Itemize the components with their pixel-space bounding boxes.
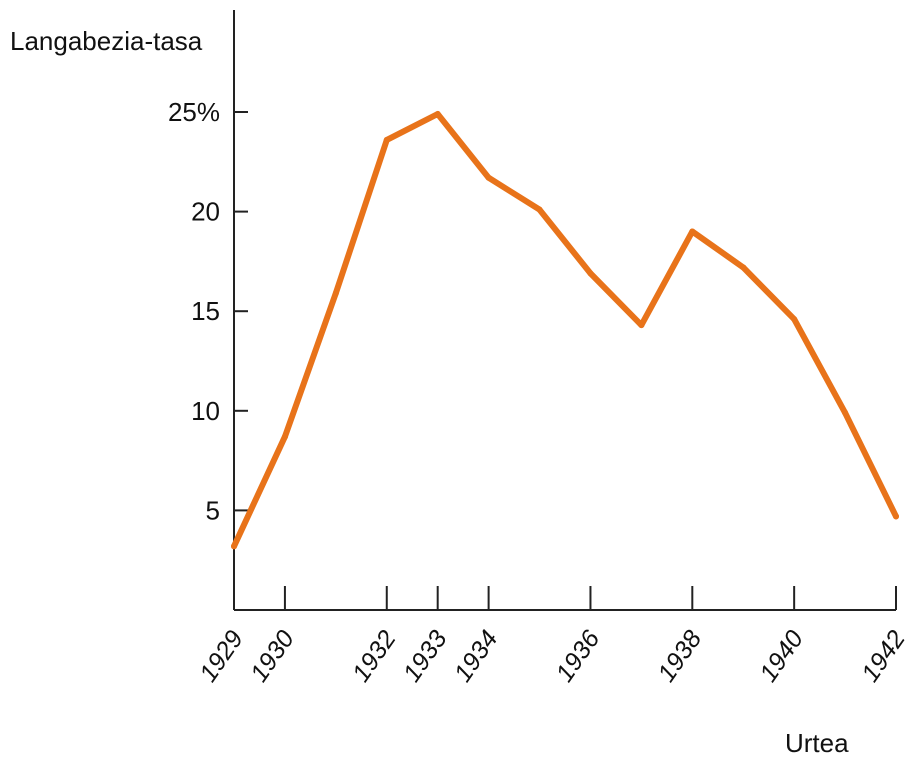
x-tick-label: 1932 [347, 625, 402, 687]
x-tick-label: 1940 [754, 625, 809, 687]
x-tick-label: 1933 [398, 625, 453, 687]
data-point [536, 206, 543, 213]
data-point [893, 513, 899, 520]
y-tick-label: 20 [191, 197, 220, 227]
data-point [231, 543, 237, 550]
series-group [231, 110, 899, 550]
y-tick-label: 5 [206, 495, 220, 525]
data-point [587, 270, 594, 277]
data-point [281, 433, 288, 440]
x-tick-label: 1929 [194, 625, 249, 687]
data-point [434, 110, 441, 117]
y-axis: 5 10 15 20 25% [168, 10, 248, 610]
series-line [231, 111, 899, 550]
x-axis-label: Urtea [785, 728, 849, 758]
x-tick-label: 1938 [652, 625, 707, 687]
y-axis-label: Langabezia-tasa [10, 26, 203, 56]
data-point [332, 290, 339, 297]
x-tick-label: 1942 [856, 625, 908, 687]
data-point [689, 228, 696, 235]
x-tick-label: 1930 [245, 625, 300, 687]
x-tick-label: 1936 [551, 625, 606, 687]
data-point [791, 316, 798, 323]
data-point [638, 322, 645, 329]
y-tick-label: 25% [168, 97, 220, 127]
data-point [485, 174, 492, 181]
data-point [842, 409, 849, 416]
data-point [383, 136, 390, 143]
y-tick-label: 10 [191, 396, 220, 426]
x-tick-label: 1934 [449, 625, 504, 687]
data-point [740, 264, 747, 271]
y-tick-label: 15 [191, 296, 220, 326]
